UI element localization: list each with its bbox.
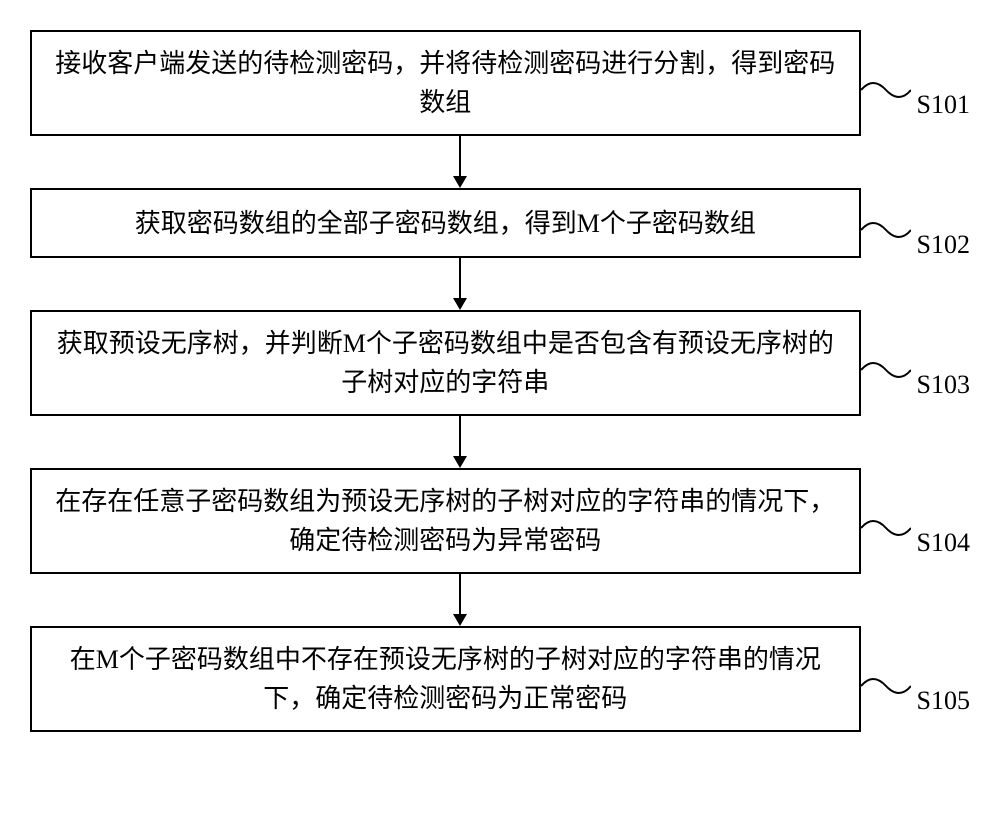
step-label: S103 bbox=[917, 370, 970, 400]
step-text: 接收客户端发送的待检测密码，并将待检测密码进行分割，得到密码数组 bbox=[52, 44, 839, 122]
step-row: 在M个子密码数组中不存在预设无序树的子树对应的字符串的情况下，确定待检测密码为正… bbox=[30, 626, 970, 732]
arrow-down-icon bbox=[30, 258, 890, 310]
step-row: 获取预设无序树，并判断M个子密码数组中是否包含有预设无序树的子树对应的字符串 S… bbox=[30, 310, 970, 416]
arrow-down-icon bbox=[30, 574, 890, 626]
flowchart-container: 接收客户端发送的待检测密码，并将待检测密码进行分割，得到密码数组 S101 获取… bbox=[30, 30, 970, 732]
step-row: 在存在任意子密码数组为预设无序树的子树对应的字符串的情况下，确定待检测密码为异常… bbox=[30, 468, 970, 574]
wave-connector-icon bbox=[861, 352, 911, 402]
step-label: S105 bbox=[917, 686, 970, 716]
step-row: 接收客户端发送的待检测密码，并将待检测密码进行分割，得到密码数组 S101 bbox=[30, 30, 970, 136]
step-text: 获取预设无序树，并判断M个子密码数组中是否包含有预设无序树的子树对应的字符串 bbox=[52, 324, 839, 402]
step-box-s102: 获取密码数组的全部子密码数组，得到M个子密码数组 bbox=[30, 188, 861, 258]
step-box-s105: 在M个子密码数组中不存在预设无序树的子树对应的字符串的情况下，确定待检测密码为正… bbox=[30, 626, 861, 732]
wave-connector-icon bbox=[861, 668, 911, 718]
wave-connector-icon bbox=[861, 212, 911, 262]
wave-connector-icon bbox=[861, 72, 911, 122]
step-text: 在M个子密码数组中不存在预设无序树的子树对应的字符串的情况下，确定待检测密码为正… bbox=[52, 640, 839, 718]
step-label: S102 bbox=[917, 230, 970, 260]
step-label: S104 bbox=[917, 528, 970, 558]
step-text: 在存在任意子密码数组为预设无序树的子树对应的字符串的情况下，确定待检测密码为异常… bbox=[52, 482, 839, 560]
step-row: 获取密码数组的全部子密码数组，得到M个子密码数组 S102 bbox=[30, 188, 970, 258]
step-label: S101 bbox=[917, 90, 970, 120]
step-box-s101: 接收客户端发送的待检测密码，并将待检测密码进行分割，得到密码数组 bbox=[30, 30, 861, 136]
wave-connector-icon bbox=[861, 510, 911, 560]
arrow-down-icon bbox=[30, 416, 890, 468]
step-box-s103: 获取预设无序树，并判断M个子密码数组中是否包含有预设无序树的子树对应的字符串 bbox=[30, 310, 861, 416]
step-text: 获取密码数组的全部子密码数组，得到M个子密码数组 bbox=[135, 204, 756, 243]
arrow-down-icon bbox=[30, 136, 890, 188]
step-box-s104: 在存在任意子密码数组为预设无序树的子树对应的字符串的情况下，确定待检测密码为异常… bbox=[30, 468, 861, 574]
